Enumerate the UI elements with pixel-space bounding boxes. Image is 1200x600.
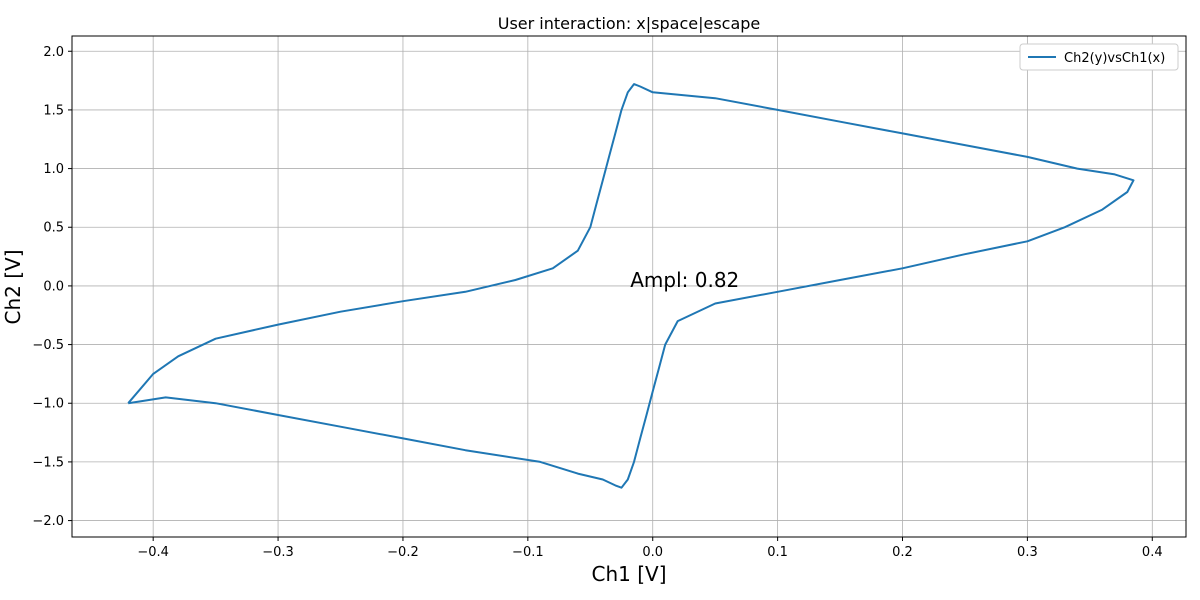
- amplitude-annotation: Ampl: 0.82: [630, 268, 739, 292]
- y-tick-label: 0.5: [43, 221, 64, 236]
- legend: Ch2(y)vsCh1(x): [1019, 43, 1179, 71]
- y-tick-label: 1.5: [43, 103, 64, 118]
- chart-title: User interaction: x|space|escape: [498, 14, 761, 33]
- x-axis-label: Ch1 [V]: [591, 562, 666, 586]
- x-tick-label: 0.1: [767, 545, 788, 560]
- grid: [72, 36, 1186, 537]
- ticks: −0.4 −0.3 −0.2 −0.1 0.0 0.1 0.2 0.3 0.4 −2.0 −1.5 −…: [32, 45, 1162, 560]
- y-tick-label: −2.0: [32, 514, 64, 529]
- y-tick-label: 2.0: [43, 45, 64, 60]
- x-tick-label: −0.3: [262, 545, 294, 560]
- x-tick-label: −0.2: [387, 545, 419, 560]
- y-tick-label: 0.0: [43, 279, 64, 294]
- legend-label: Ch2(y)vsCh1(x): [1064, 51, 1165, 66]
- x-tick-label: 0.2: [892, 545, 913, 560]
- x-tick-label: −0.1: [512, 545, 544, 560]
- y-axis-label: Ch2 [V]: [1, 249, 25, 324]
- x-tick-label: 0.4: [1142, 545, 1163, 560]
- x-tick-label: 0.3: [1017, 545, 1038, 560]
- x-tick-label: −0.4: [137, 545, 169, 560]
- series-line: [127, 83, 1135, 489]
- y-tick-label: −1.0: [32, 397, 64, 412]
- y-tick-label: −1.5: [32, 455, 64, 470]
- y-tick-label: −0.5: [32, 338, 64, 353]
- y-tick-label: 1.0: [43, 162, 64, 177]
- series-layer: [127, 83, 1135, 489]
- legend-box: [1019, 43, 1179, 71]
- x-tick-label: 0.0: [642, 545, 663, 560]
- plot-frame: [71, 35, 1187, 538]
